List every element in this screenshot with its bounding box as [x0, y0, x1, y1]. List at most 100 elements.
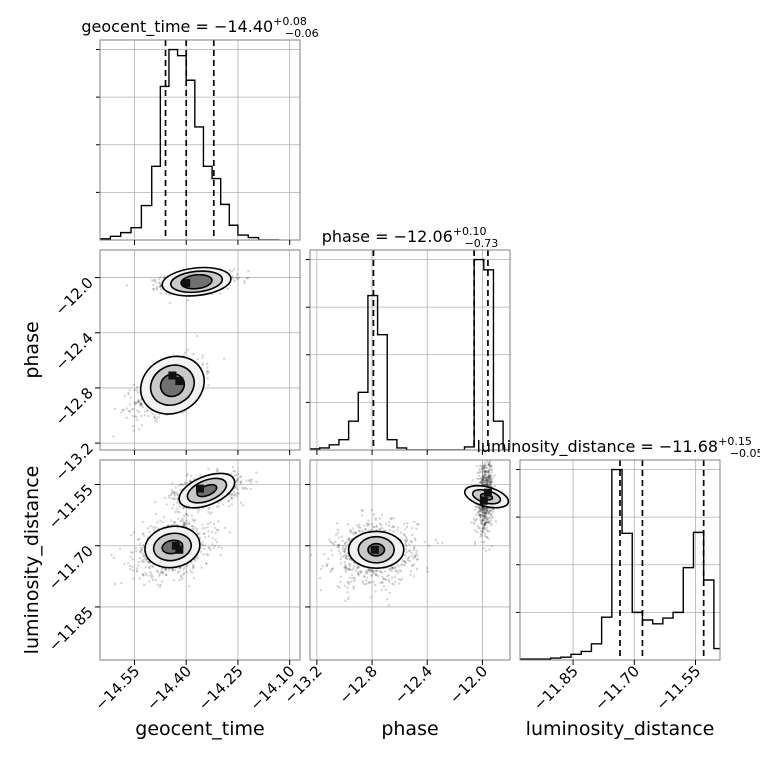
scatter-point	[249, 481, 253, 484]
scatter-point	[125, 416, 128, 419]
scatter-point	[347, 562, 351, 565]
scatter-point	[214, 531, 217, 535]
density-peak-2	[171, 541, 180, 550]
scatter-point	[396, 563, 399, 566]
scatter-point	[367, 569, 370, 573]
x-tick-label: −12.0	[446, 662, 491, 707]
scatter-point	[154, 501, 157, 504]
scatter-point	[354, 531, 357, 534]
scatter-point	[209, 521, 212, 524]
scatter-point	[388, 568, 391, 572]
scatter-point	[354, 531, 357, 534]
scatter-point	[479, 509, 482, 513]
scatter-point	[486, 475, 490, 479]
scatter-point	[484, 476, 488, 480]
scatter-point	[182, 568, 185, 571]
scatter-point	[348, 565, 351, 568]
scatter-point	[381, 580, 384, 584]
scatter-point	[343, 550, 347, 553]
scatter-point	[388, 520, 391, 524]
scatter-point	[385, 522, 388, 526]
scatter-point	[374, 590, 377, 593]
scatter-point	[412, 548, 415, 552]
scatter-point	[237, 276, 241, 279]
scatter-point	[232, 469, 235, 473]
scatter-point	[372, 580, 375, 584]
scatter-point	[482, 506, 485, 509]
scatter-point	[140, 401, 143, 405]
scatter-point	[238, 475, 242, 479]
scatter-point	[185, 522, 189, 525]
scatter-point	[347, 595, 350, 599]
scatter-point	[347, 537, 351, 540]
scatter-point	[410, 554, 414, 558]
scatter-point	[373, 525, 376, 529]
scatter-point	[171, 568, 175, 571]
scatter-point	[330, 569, 333, 572]
scatter-point	[147, 566, 151, 569]
scatter-point	[343, 548, 346, 551]
scatter-point	[406, 558, 410, 562]
scatter-point	[480, 481, 483, 484]
scatter-point	[486, 509, 489, 513]
scatter-point	[339, 562, 343, 565]
scatter-point	[372, 513, 376, 516]
scatter-point	[346, 538, 350, 542]
scatter-point	[484, 510, 487, 513]
scatter-point	[488, 548, 491, 551]
scatter-point	[138, 400, 141, 403]
scatter-point	[183, 522, 186, 526]
scatter-point	[363, 524, 366, 527]
scatter-point	[426, 566, 429, 570]
scatter-point	[367, 567, 370, 571]
scatter-point	[185, 564, 189, 568]
scatter-point	[405, 537, 408, 540]
scatter-point	[182, 573, 185, 576]
scatter-point	[482, 507, 485, 510]
scatter-point	[490, 515, 493, 518]
x-axis-label-luminosity_distance: luminosity_distance	[526, 718, 715, 740]
scatter-point	[384, 570, 387, 573]
panel-frame	[99, 39, 301, 241]
scatter-point	[410, 533, 414, 537]
scatter-point	[394, 566, 398, 569]
histogram-bar-luminosity_distance-17	[693, 532, 703, 660]
scatter-point	[130, 534, 133, 537]
scatter-point	[481, 479, 484, 482]
scatter-point	[390, 566, 394, 569]
scatter-point	[488, 463, 491, 467]
scatter-point	[490, 478, 493, 481]
scatter-point	[366, 576, 369, 579]
scatter-point	[173, 568, 177, 572]
scatter-point	[132, 383, 135, 387]
scatter-point	[489, 509, 492, 512]
scatter-point	[368, 581, 371, 585]
scatter-point	[487, 474, 491, 478]
scatter-point	[478, 505, 481, 509]
scatter-point	[175, 507, 178, 511]
scatter-point	[390, 517, 393, 520]
histogram-bar-luminosity_distance-13	[653, 624, 663, 660]
scatter-point	[366, 523, 369, 526]
scatter-point	[164, 292, 168, 296]
scatter-point	[391, 525, 395, 528]
scatter-point	[154, 578, 158, 582]
scatter-point	[338, 586, 341, 589]
histogram-bar-geocent_time-9	[186, 80, 195, 240]
scatter-point	[142, 583, 146, 586]
scatter-point	[155, 287, 158, 290]
scatter-point	[374, 573, 378, 576]
scatter-point	[484, 515, 488, 519]
scatter-point	[487, 512, 491, 515]
histogram-bar-luminosity_distance-18	[704, 580, 714, 660]
scatter-point	[352, 532, 355, 536]
scatter-point	[196, 557, 200, 560]
scatter-point	[356, 565, 360, 568]
scatter-point	[485, 470, 489, 473]
scatter-point	[484, 470, 487, 473]
scatter-point	[486, 482, 489, 486]
scatter-point	[201, 354, 205, 357]
scatter-point	[483, 541, 486, 544]
scatter-point	[179, 566, 182, 569]
scatter-point	[482, 519, 485, 522]
